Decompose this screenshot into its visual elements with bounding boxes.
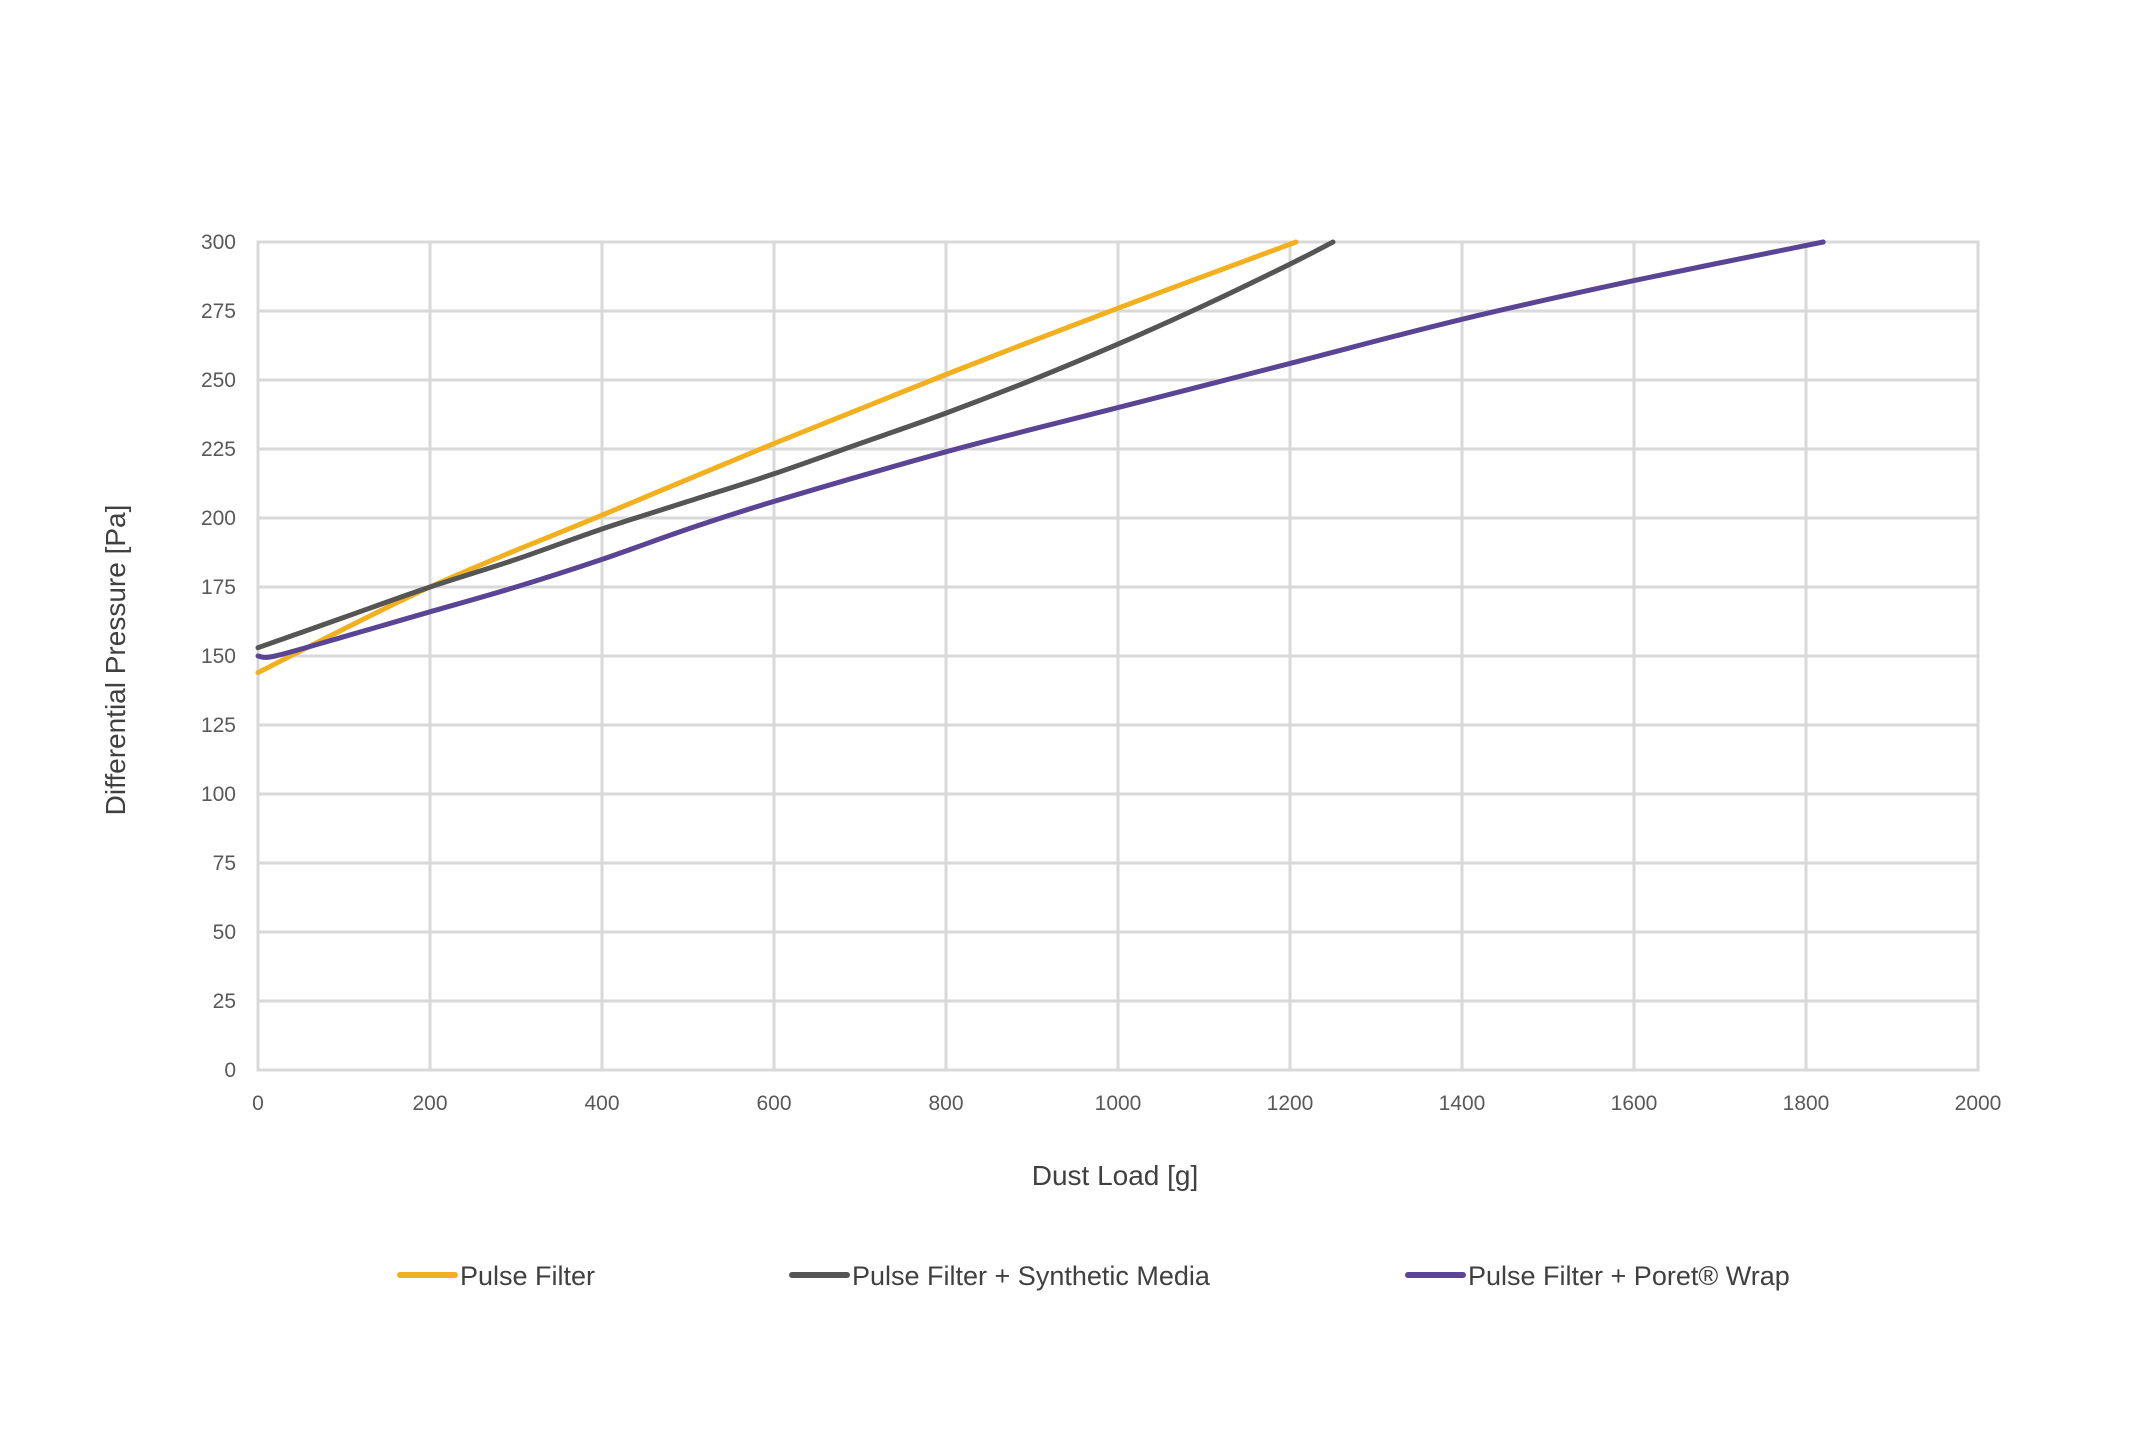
- y-axis-ticks: 0 25 50 75 100 125 150 175 200 225 250 275 300: [201, 231, 236, 1082]
- series-line-pulse-filter-synthetic-media: [255, 239, 1336, 651]
- x-tick-label: 1400: [1439, 1092, 1486, 1115]
- y-tick-label: 100: [201, 783, 236, 806]
- grid: [256, 240, 1980, 1072]
- x-tick-label: 1800: [1783, 1092, 1830, 1115]
- y-tick-label: 300: [201, 231, 236, 254]
- x-tick-label: 400: [584, 1092, 619, 1115]
- legend-label: Pulse Filter + Synthetic Media: [852, 1261, 1211, 1291]
- y-tick-label: 200: [201, 507, 236, 530]
- legend-label: Pulse Filter: [460, 1261, 595, 1291]
- x-tick-label: 200: [412, 1092, 447, 1115]
- x-axis-title: Dust Load [g]: [1032, 1160, 1199, 1191]
- series-line-pulse-filter-poret-wrap: [255, 239, 1826, 660]
- x-tick-label: 1200: [1267, 1092, 1314, 1115]
- y-tick-label: 175: [201, 576, 236, 599]
- y-tick-label: 125: [201, 714, 236, 737]
- x-tick-label: 600: [756, 1092, 791, 1115]
- legend-item-pulse-filter-synthetic-media: Pulse Filter + Synthetic Media: [789, 1261, 1211, 1291]
- y-tick-label: 250: [201, 369, 236, 392]
- y-tick-label: 225: [201, 438, 236, 461]
- y-tick-label: 150: [201, 645, 236, 668]
- y-axis-title: Differential Pressure [Pa]: [100, 505, 131, 816]
- x-tick-label: 1000: [1095, 1092, 1142, 1115]
- y-tick-label: 275: [201, 300, 236, 323]
- y-tick-label: 50: [213, 921, 236, 944]
- y-tick-label: 25: [213, 990, 236, 1013]
- x-tick-label: 2000: [1955, 1092, 2002, 1115]
- series-group: [255, 239, 1826, 676]
- series-line-pulse-filter: [255, 239, 1299, 676]
- x-axis-ticks: 0 200 400 600 800 1000 1200 1400 1600 1800 2000: [252, 1092, 2001, 1115]
- x-tick-label: 800: [928, 1092, 963, 1115]
- x-tick-label: 1600: [1611, 1092, 1658, 1115]
- x-tick-label: 0: [252, 1092, 264, 1115]
- legend-item-pulse-filter: Pulse Filter: [397, 1261, 595, 1291]
- legend: Pulse Filter Pulse Filter + Synthetic Med…: [397, 1261, 1790, 1291]
- legend-label: Pulse Filter + Poret® Wrap: [1468, 1261, 1790, 1291]
- y-tick-label: 75: [213, 852, 236, 875]
- y-tick-label: 0: [224, 1059, 236, 1082]
- legend-item-pulse-filter-poret-wrap: Pulse Filter + Poret® Wrap: [1405, 1261, 1790, 1291]
